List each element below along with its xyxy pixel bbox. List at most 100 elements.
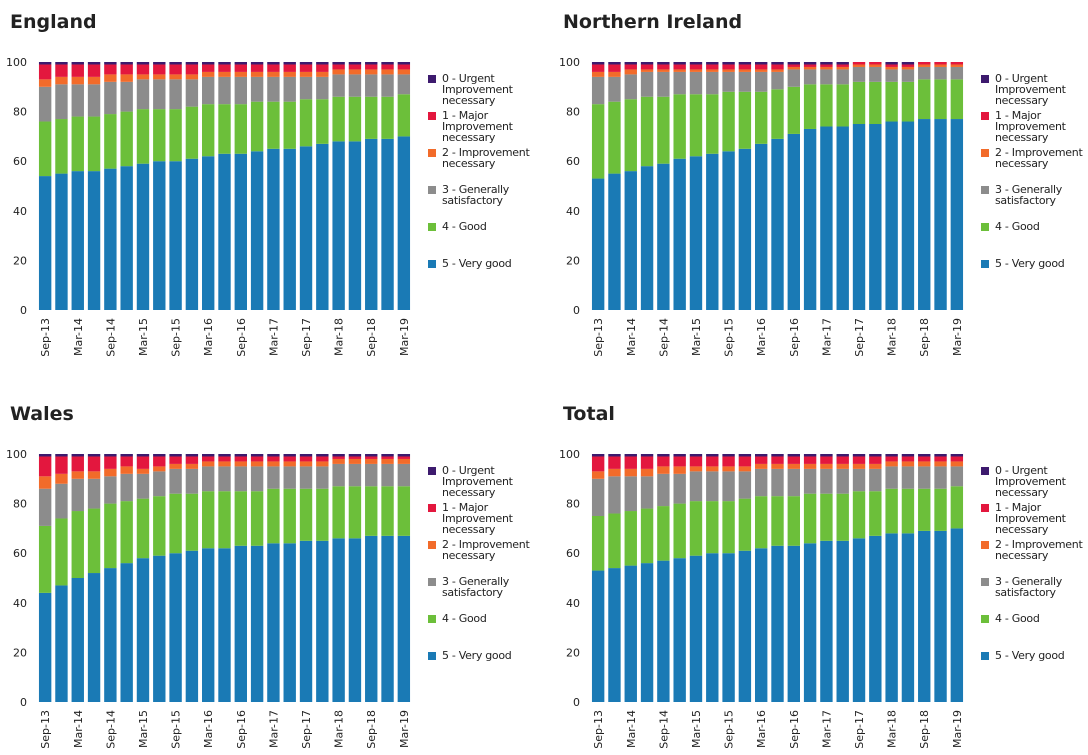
bar-segment [885, 62, 898, 65]
bar-segment [283, 454, 296, 457]
bar-segment [365, 535, 378, 702]
bar-segment [104, 168, 117, 310]
x-tick-label: Sep-17 [300, 318, 313, 357]
bar-segment [869, 62, 882, 65]
bar-segment [640, 456, 654, 469]
bar-segment [803, 493, 817, 544]
bar-segment [153, 466, 166, 472]
bar-segment [836, 468, 849, 494]
bar-segment [348, 538, 362, 702]
legend-label: 4 - Good [442, 220, 487, 233]
bar-segment [153, 456, 166, 467]
bar-segment [55, 473, 68, 484]
bar-segment [169, 64, 182, 75]
legend-label: 0 - Urgent Improvement necessary [442, 72, 513, 107]
bar-segment [397, 74, 411, 95]
bar-segment [120, 81, 133, 112]
x-tick-label: Sep-15 [723, 318, 736, 357]
bar-segment [722, 553, 735, 702]
legend-swatch [428, 75, 436, 83]
bar-segment [234, 456, 247, 462]
bar-segment [591, 62, 605, 65]
bar-segment [332, 69, 345, 75]
bar-segment [901, 466, 915, 489]
bar-segment [104, 74, 117, 82]
bar-segment [820, 540, 833, 702]
legend-label: 5 - Very good [442, 257, 512, 270]
bar-segment [71, 578, 84, 702]
y-tick-label: 40 [13, 205, 27, 218]
bar-segment [55, 84, 68, 120]
bar-segment [755, 64, 768, 70]
chart-title: Northern Ireland [563, 11, 742, 33]
bar-segment [397, 458, 411, 464]
x-tick-label: Sep-15 [170, 318, 183, 357]
bar-segment [397, 486, 411, 536]
bar-segment [381, 456, 394, 459]
x-tick-label: Sep-13 [39, 710, 52, 749]
bar-segment [722, 456, 735, 467]
bar-segment [299, 454, 313, 457]
bar-segment [365, 74, 378, 97]
bar-segment [722, 91, 735, 152]
bar-segment [169, 468, 182, 494]
bar-segment [71, 64, 84, 77]
bar-segment [689, 62, 703, 65]
bar-segment [185, 64, 199, 75]
bar-segment [918, 454, 931, 457]
bar-segment [836, 126, 849, 310]
bar-segment [55, 456, 68, 474]
bar-segment [901, 533, 915, 702]
bar-segment [234, 491, 247, 546]
bar-segment [755, 496, 768, 549]
legend-label: 1 - Major Improvement necessary [995, 501, 1066, 536]
legend-label: 5 - Very good [442, 649, 512, 662]
bar-segment [169, 454, 182, 457]
bar-segment [885, 121, 898, 311]
bar-segment [738, 91, 752, 149]
bar-segment [852, 62, 866, 65]
bar-segment [299, 71, 313, 77]
bar-segment [136, 468, 150, 474]
bar-segment [738, 550, 752, 702]
bar-segment [689, 471, 703, 502]
bar-segment [755, 456, 768, 464]
x-tick-label: Sep-13 [592, 318, 605, 357]
bar-segment [316, 540, 329, 702]
bar-segment [234, 62, 247, 65]
bar-segment [934, 530, 947, 702]
x-tick-label: Sep-16 [235, 318, 248, 357]
legend-label: 1 - Major Improvement necessary [442, 501, 513, 536]
bar-segment [608, 513, 621, 569]
bar-segment [738, 471, 752, 499]
bar-segment [120, 62, 133, 65]
bar-segment [755, 91, 768, 144]
bar-segment [283, 64, 296, 72]
bar-segment [218, 76, 231, 105]
bar-segment [55, 119, 68, 174]
bar-segment [706, 553, 719, 702]
bar-segment [316, 456, 329, 462]
bar-segment [640, 508, 654, 564]
bar-segment [836, 456, 849, 464]
bar-segment [869, 454, 882, 457]
bar-segment [299, 76, 313, 100]
bar-segment [348, 64, 362, 70]
bar-segment [234, 76, 247, 105]
bar-segment [381, 64, 394, 70]
bar-segment [722, 64, 735, 70]
bar-segment [202, 456, 215, 462]
bar-segment [185, 79, 199, 107]
bar-segment [185, 158, 199, 310]
bar-segment [332, 64, 345, 70]
bar-segment [918, 488, 931, 531]
bar-segment [153, 454, 166, 457]
bar-segment [852, 468, 866, 492]
bar-segment [87, 171, 101, 310]
bar-segment [591, 71, 605, 77]
bar-segment [901, 81, 915, 122]
bar-segment [202, 62, 215, 65]
bar-segment [738, 454, 752, 457]
bar-segment [283, 76, 296, 102]
x-tick-label: Mar-18 [886, 318, 899, 356]
